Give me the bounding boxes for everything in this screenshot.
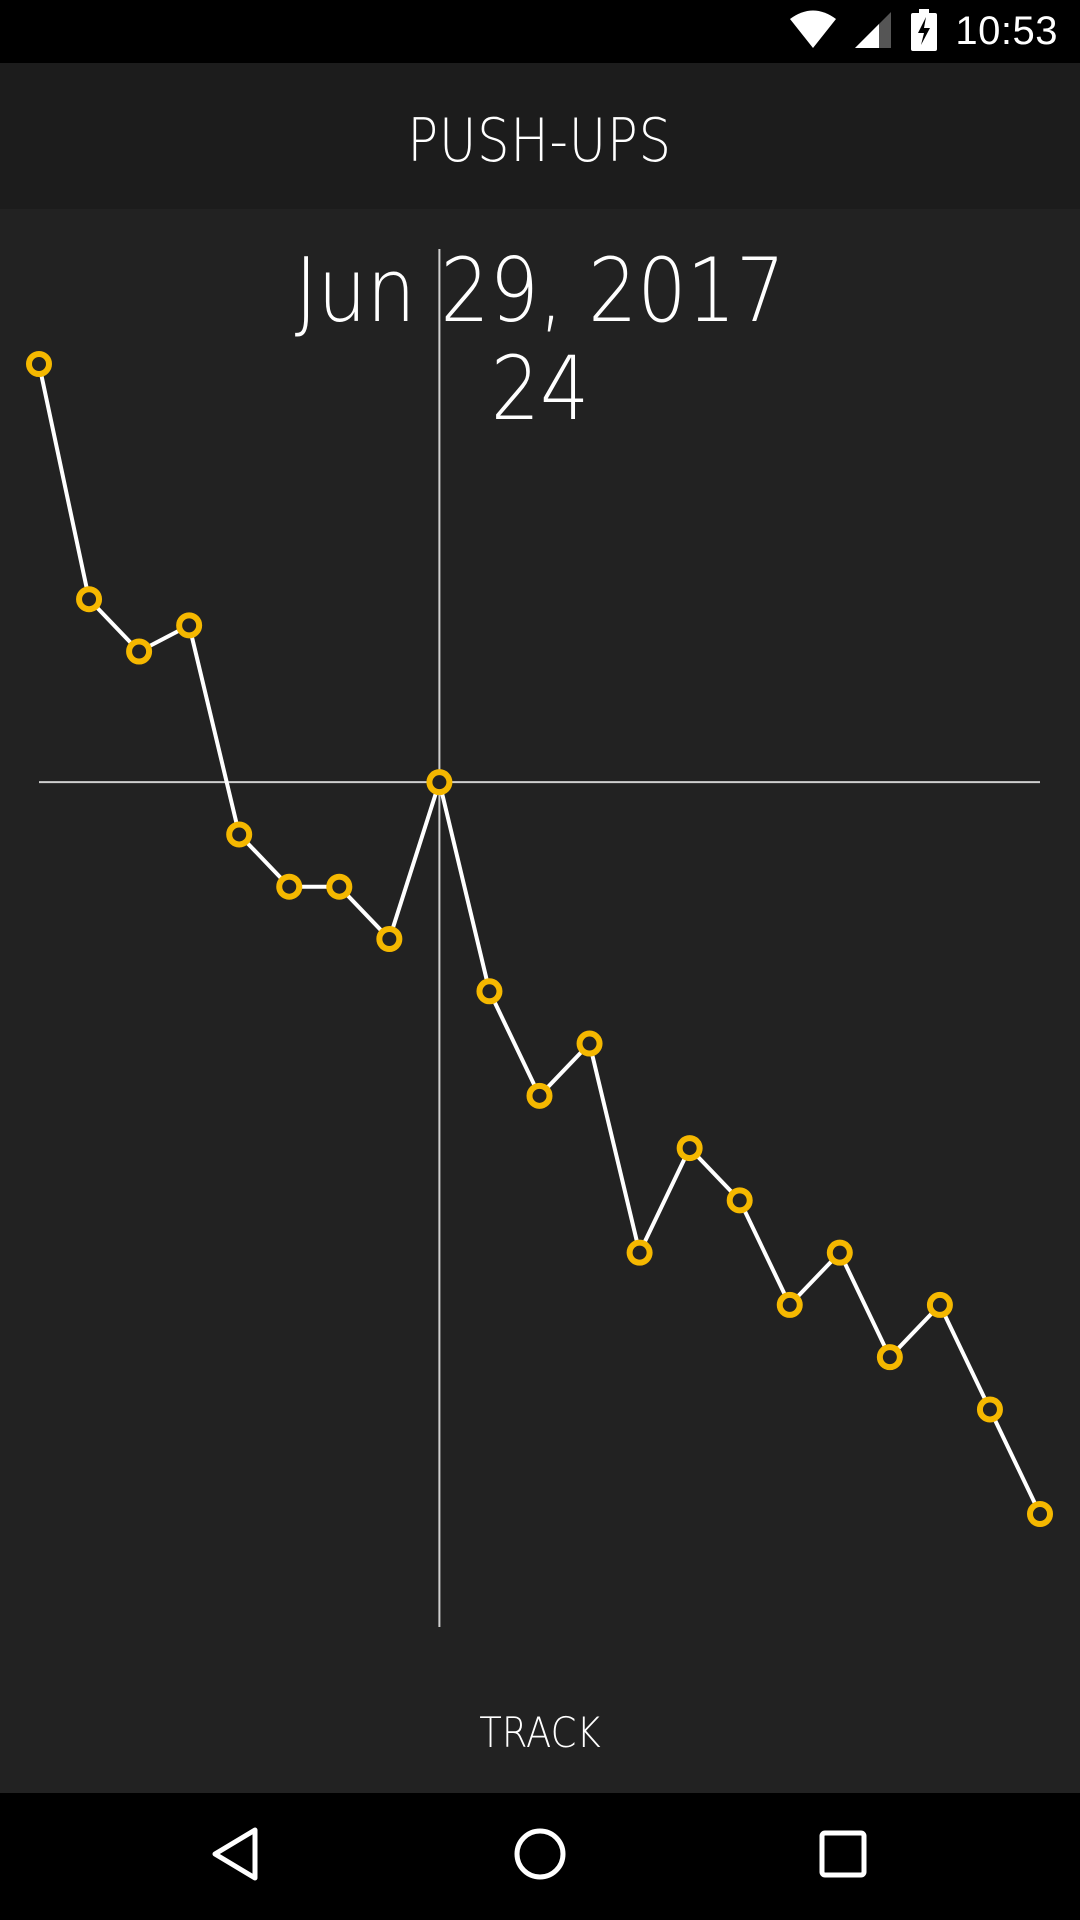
series-line-segment [187, 624, 242, 835]
data-point[interactable] [76, 586, 103, 613]
series-line-segment [988, 1408, 1042, 1515]
data-point[interactable] [326, 873, 353, 900]
status-bar: 10:53 [0, 0, 1080, 63]
recents-icon [818, 1829, 868, 1883]
data-point[interactable] [376, 926, 403, 952]
back-button[interactable] [180, 1811, 290, 1901]
data-point[interactable] [26, 351, 52, 377]
data-point[interactable] [276, 873, 303, 900]
nav-bar [0, 1793, 1080, 1920]
data-point[interactable] [626, 1239, 653, 1266]
battery-charging-icon [911, 8, 938, 55]
home-icon [512, 1826, 568, 1886]
home-button[interactable] [485, 1811, 595, 1901]
data-point[interactable] [576, 1030, 603, 1057]
wifi-icon [789, 10, 837, 54]
data-point[interactable] [526, 1082, 553, 1109]
data-point[interactable] [226, 821, 253, 848]
cell-signal-icon [855, 10, 893, 54]
series-line-segment [938, 1304, 992, 1411]
data-point[interactable] [676, 1135, 703, 1162]
data-point[interactable] [126, 638, 153, 665]
app-bar: PUSH-UPS [0, 63, 1080, 209]
series-lines [37, 363, 1042, 1515]
data-point[interactable] [426, 769, 453, 796]
series-line-segment [487, 990, 542, 1097]
recents-button[interactable] [788, 1811, 898, 1901]
series-points[interactable] [26, 351, 1053, 1527]
series-line-segment [387, 781, 442, 940]
track-button[interactable]: TRACK [479, 1707, 601, 1757]
series-line-segment [637, 1147, 692, 1254]
push-ups-line-chart[interactable] [0, 209, 1080, 1793]
chart-area[interactable]: Jun 29, 2017 24 TRACK [0, 209, 1080, 1793]
data-point[interactable] [776, 1291, 803, 1318]
series-line-segment [737, 1199, 792, 1306]
series-line-segment [837, 1251, 892, 1359]
back-icon [209, 1826, 261, 1886]
page-title: PUSH-UPS [407, 106, 673, 176]
data-point[interactable] [176, 612, 203, 639]
data-point[interactable] [476, 978, 503, 1005]
series-line-segment [437, 781, 492, 992]
status-icons: 10:53 [789, 0, 1058, 63]
series-line-segment [37, 363, 92, 600]
selected-date-readout: Jun 29, 2017 [294, 239, 786, 342]
data-point[interactable] [1027, 1501, 1053, 1527]
status-time: 10:53 [955, 9, 1058, 53]
data-point[interactable] [926, 1291, 953, 1318]
series-line-segment [587, 1043, 642, 1254]
data-point[interactable] [876, 1344, 903, 1371]
data-point[interactable] [726, 1187, 753, 1214]
data-point[interactable] [826, 1239, 853, 1266]
selected-value-readout: 24 [490, 337, 590, 440]
data-point[interactable] [976, 1396, 1003, 1423]
